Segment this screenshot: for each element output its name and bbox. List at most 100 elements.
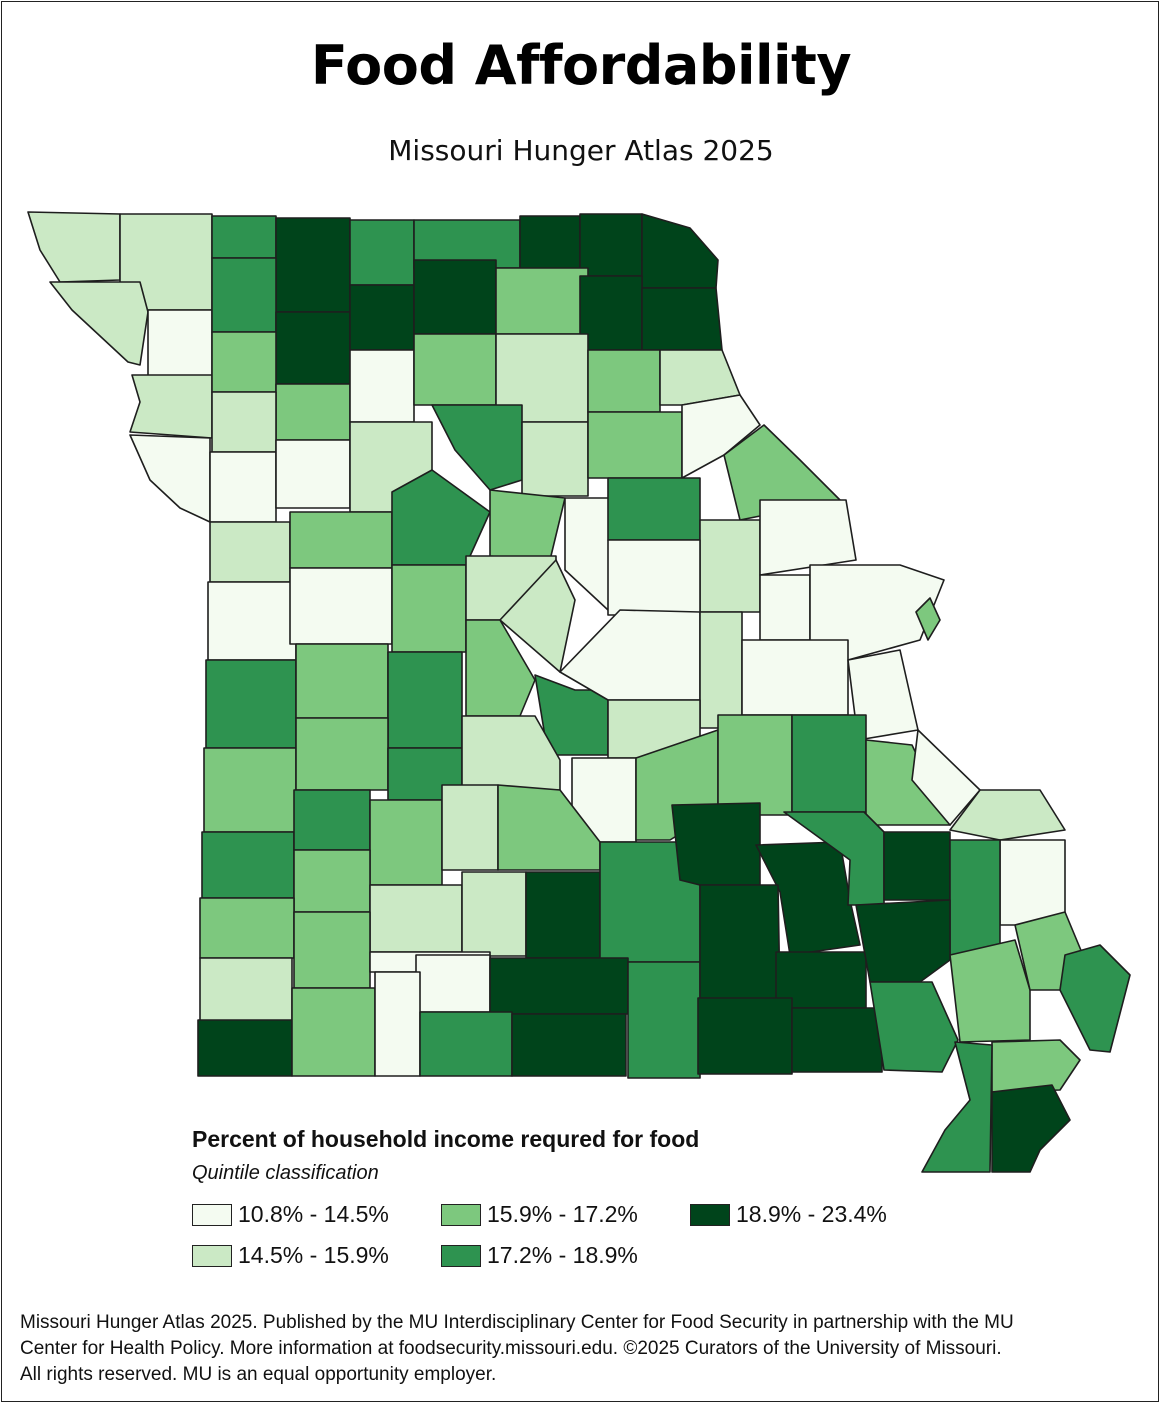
county-44: [759, 499, 857, 576]
map-title: Food Affordability: [310, 34, 852, 97]
county-111: [1059, 944, 1131, 1053]
county-30: [275, 439, 351, 509]
county-106: [419, 1011, 513, 1077]
county-36: [723, 424, 841, 521]
county-100: [949, 939, 1031, 1043]
county-112: [991, 1039, 1081, 1093]
county-95: [489, 957, 629, 1015]
county-92: [293, 911, 371, 989]
county-71: [791, 714, 867, 813]
legend-item-class-5: 18.9% - 23.4%: [690, 1201, 887, 1228]
county-57: [465, 619, 536, 717]
legend-item-class-2: 14.5% - 15.9%: [192, 1242, 389, 1269]
county-96: [627, 961, 701, 1079]
county-76: [369, 799, 443, 886]
footer-credits: Missouri Hunger Atlas 2025. Published by…: [20, 1310, 1140, 1388]
county-28: [211, 391, 277, 453]
county-47: [391, 564, 467, 653]
county-54: [205, 659, 297, 749]
county-25: [587, 349, 661, 413]
county-51: [759, 574, 811, 641]
county-107: [511, 1013, 627, 1077]
county-110: [869, 981, 959, 1073]
county-38: [289, 511, 393, 569]
legend-label-class-2: 14.5% - 15.9%: [238, 1242, 389, 1268]
county-83: [461, 871, 527, 957]
county-34: [587, 411, 683, 479]
county-73: [911, 729, 981, 826]
county-1: [27, 211, 121, 283]
county-33: [521, 421, 589, 497]
county-105: [374, 971, 421, 1077]
county-102: [199, 957, 293, 1023]
legend-swatch-class-4: [441, 1244, 481, 1267]
legend-label-class-1: 10.8% - 14.5%: [238, 1201, 389, 1227]
county-74: [201, 831, 295, 899]
county-32: [431, 404, 523, 491]
county-17: [579, 275, 643, 351]
county-81: [293, 849, 371, 913]
legend-item-class-4: 17.2% - 18.9%: [441, 1242, 638, 1269]
county-3: [211, 215, 277, 259]
county-5: [349, 219, 415, 286]
county-22: [349, 349, 415, 423]
county-29: [209, 451, 277, 523]
county-20: [211, 331, 277, 393]
county-114: [991, 1084, 1071, 1173]
county-55: [295, 643, 389, 719]
county-18: [641, 287, 723, 351]
county-19: [129, 374, 213, 439]
county-109: [791, 1007, 883, 1073]
county-56: [387, 651, 463, 749]
county-40: [489, 489, 566, 561]
county-103: [197, 1019, 293, 1077]
county-97: [699, 884, 781, 1001]
county-23: [413, 333, 497, 406]
county-14: [349, 284, 415, 351]
county-13: [275, 311, 351, 385]
legend-item-class-1: 10.8% - 14.5%: [192, 1201, 389, 1228]
county-75: [293, 789, 371, 851]
county-82: [369, 884, 463, 953]
legend-label-class-4: 17.2% - 18.9%: [487, 1242, 638, 1268]
county-15: [413, 259, 497, 335]
county-70: [717, 714, 793, 816]
county-35: [681, 394, 761, 479]
county-99: [855, 899, 951, 983]
county-108: [697, 997, 793, 1075]
county-63: [203, 747, 297, 833]
county-7: [519, 215, 581, 273]
county-77: [441, 784, 499, 871]
county-80: [999, 839, 1066, 926]
county-16: [495, 267, 589, 335]
county-10: [49, 281, 149, 366]
map-subtitle: Missouri Hunger Atlas 2025: [388, 134, 774, 167]
footer-line-3: All rights reserved. MU is an equal oppo…: [20, 1364, 497, 1385]
county-21: [275, 383, 351, 441]
legend-swatch-class-3: [441, 1203, 481, 1226]
legend-title: Percent of household income requred for …: [192, 1126, 700, 1152]
county-89: [883, 831, 951, 901]
county-12: [211, 257, 277, 333]
legend-swatch-class-5: [690, 1203, 730, 1226]
county-91: [199, 897, 295, 959]
footer-line-2: Center for Health Policy. More informati…: [20, 1338, 1002, 1359]
legend-label-class-5: 18.9% - 23.4%: [736, 1201, 887, 1227]
county-42: [607, 477, 701, 541]
county-11: [147, 309, 213, 379]
county-37: [209, 521, 291, 583]
county-39: [391, 469, 491, 566]
county-90: [949, 839, 1001, 956]
county-104: [291, 987, 376, 1077]
county-4: [275, 217, 351, 313]
legend-swatch-class-2: [192, 1244, 232, 1267]
county-60: [699, 611, 743, 729]
footer-line-1: Missouri Hunger Atlas 2025. Published by…: [20, 1312, 1014, 1333]
county-113: [921, 1041, 993, 1173]
county-86: [671, 802, 761, 886]
county-79: [949, 789, 1066, 841]
county-50: [607, 539, 701, 616]
county-9: [641, 213, 719, 289]
county-59: [559, 609, 701, 701]
